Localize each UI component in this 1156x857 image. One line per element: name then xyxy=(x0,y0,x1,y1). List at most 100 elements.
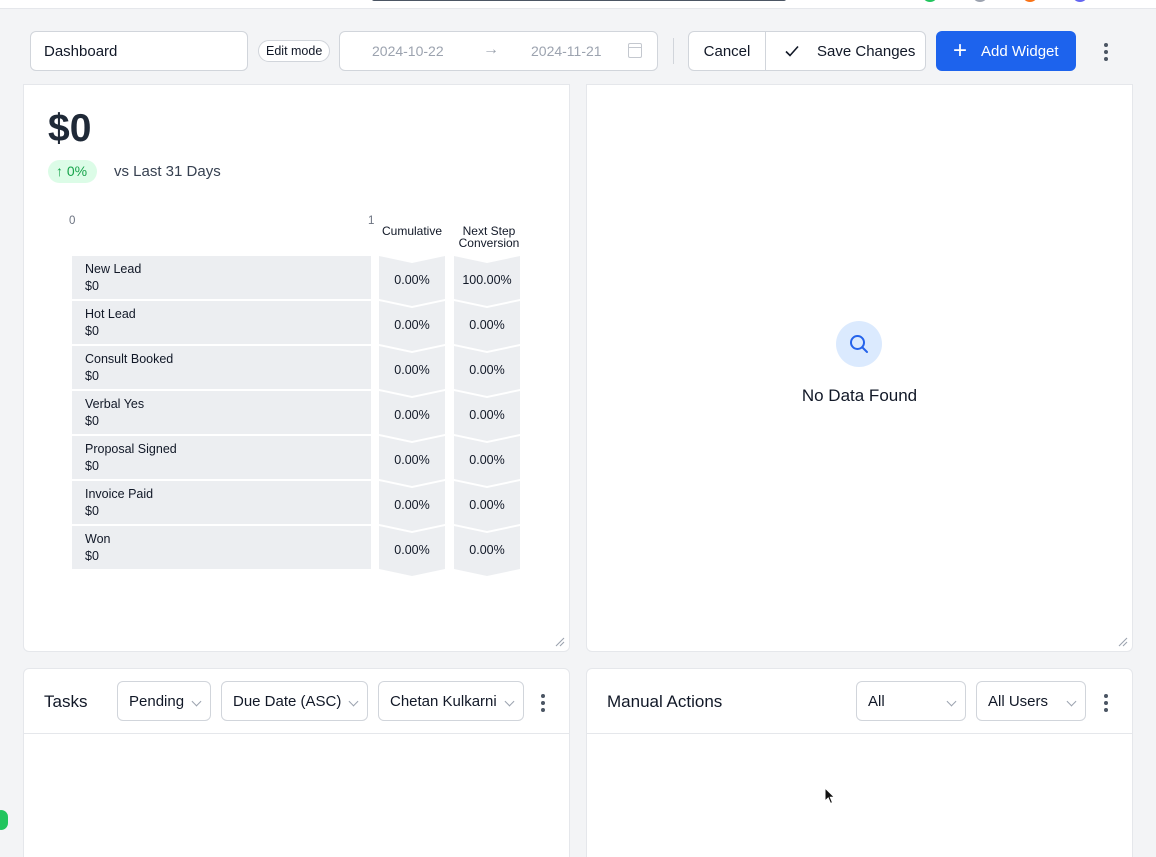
next-step-cell: 100.00% xyxy=(454,256,520,306)
chevron-shape xyxy=(379,301,445,351)
empty-widget[interactable]: No Data Found xyxy=(586,84,1133,652)
manual-actions-title: Manual Actions xyxy=(607,692,723,711)
calendar-icon[interactable] xyxy=(628,43,642,58)
resize-handle-icon[interactable] xyxy=(1118,637,1128,647)
cumulative-value: 0.00% xyxy=(394,453,430,467)
stage-name: Consult Booked xyxy=(85,352,174,366)
next-step-cell: 0.00% xyxy=(454,391,520,441)
search-icon xyxy=(836,321,882,367)
date-range-picker[interactable]: 2024-10-22 → 2024-11-21 xyxy=(339,31,658,71)
funnel-stage-row[interactable]: Proposal Signed $0 xyxy=(72,436,371,479)
next-step-header: Next Step Conversion xyxy=(452,225,526,249)
status-filter-value: Pending xyxy=(129,692,185,710)
cancel-button[interactable]: Cancel xyxy=(689,32,766,70)
next-step-value: 100.00% xyxy=(462,273,512,287)
cumulative-value: 0.00% xyxy=(394,408,430,422)
next-step-cell: 0.00% xyxy=(454,481,520,531)
cumulative-cell: 0.00% xyxy=(379,481,445,531)
chevron-down-icon xyxy=(504,696,515,707)
cumulative-cell: 0.00% xyxy=(379,436,445,486)
type-filter-select[interactable]: All xyxy=(856,681,966,721)
mouse-cursor-icon xyxy=(824,787,836,805)
stage-value: $0 xyxy=(85,459,99,473)
users-filter-value: All Users xyxy=(988,692,1049,710)
tasks-title: Tasks xyxy=(44,692,88,711)
cumulative-value: 0.00% xyxy=(394,498,430,512)
arrow-up-icon: ↑ xyxy=(56,163,63,179)
status-filter-select[interactable]: Pending xyxy=(117,681,211,721)
date-start[interactable]: 2024-10-22 xyxy=(372,43,444,59)
edit-mode-badge: Edit mode xyxy=(258,40,331,62)
users-filter-select[interactable]: All Users xyxy=(976,681,1086,721)
funnel-stage-row[interactable]: Consult Booked $0 xyxy=(72,346,371,389)
edit-actions-group: Cancel Save Changes xyxy=(688,31,926,71)
next-step-value: 0.00% xyxy=(469,498,505,512)
next-step-cell: 0.00% xyxy=(454,301,520,351)
axis-min-label: 0 xyxy=(69,215,76,227)
stage-name: New Lead xyxy=(85,262,142,276)
dashboard-name-input[interactable] xyxy=(30,31,248,71)
axis-max-label: 1 xyxy=(368,215,375,227)
avatar-gray[interactable] xyxy=(972,0,988,2)
funnel-stage-row[interactable]: Invoice Paid $0 xyxy=(72,481,371,524)
comparison-text: vs Last 31 Days xyxy=(114,163,221,180)
type-filter-value: All xyxy=(868,692,885,710)
resize-handle-icon[interactable] xyxy=(555,637,565,647)
browser-top-strip xyxy=(0,0,1156,9)
chevron-down-icon xyxy=(348,696,359,707)
chevron-shape xyxy=(379,391,445,441)
chevron-shape xyxy=(454,391,520,441)
funnel-widget[interactable]: $0 ↑ 0% vs Last 31 Days 0 1 Cumulative N… xyxy=(23,84,570,652)
check-icon xyxy=(785,45,799,57)
add-widget-button[interactable]: + Add Widget xyxy=(936,31,1076,71)
funnel-stage-row[interactable]: Hot Lead $0 xyxy=(72,301,371,344)
funnel-total-value: $0 xyxy=(48,107,92,150)
sort-filter-value: Due Date (ASC) xyxy=(233,692,342,710)
manual-actions-more-options-icon[interactable] xyxy=(1104,694,1108,715)
stage-name: Verbal Yes xyxy=(85,397,145,411)
toolbar-divider xyxy=(673,38,674,64)
date-end[interactable]: 2024-11-21 xyxy=(531,43,602,59)
stage-value: $0 xyxy=(85,279,99,293)
chevron-shape xyxy=(379,436,445,486)
chevron-shape xyxy=(379,256,445,306)
avatar-indigo[interactable] xyxy=(1072,0,1088,2)
tasks-widget[interactable]: Tasks Pending Due Date (ASC) Chetan Kulk… xyxy=(23,668,570,857)
cumulative-cell: 0.00% xyxy=(379,526,445,576)
dashboard-toolbar: Edit mode 2024-10-22 → 2024-11-21 Cancel… xyxy=(0,9,1156,84)
stage-name: Won xyxy=(85,532,111,546)
stage-name: Hot Lead xyxy=(85,307,136,321)
tasks-more-options-icon[interactable] xyxy=(541,694,545,715)
plus-icon: + xyxy=(953,37,968,64)
manual-actions-widget[interactable]: Manual Actions All All Users xyxy=(586,668,1133,857)
card-divider xyxy=(587,733,1132,734)
chevron-shape xyxy=(454,346,520,396)
chevron-shape xyxy=(454,301,520,351)
chevron-shape xyxy=(454,481,520,531)
chat-widget-icon[interactable] xyxy=(0,810,8,830)
chevron-shape xyxy=(379,346,445,396)
chevron-shape xyxy=(454,436,520,486)
change-badge: ↑ 0% xyxy=(48,160,98,183)
next-step-value: 0.00% xyxy=(469,363,505,377)
stage-value: $0 xyxy=(85,504,99,518)
sort-filter-select[interactable]: Due Date (ASC) xyxy=(221,681,368,721)
next-step-cell: 0.00% xyxy=(454,436,520,486)
funnel-stage-row[interactable]: New Lead $0 xyxy=(72,256,371,299)
next-step-header-line1: Next Step xyxy=(462,224,516,238)
avatar-orange[interactable] xyxy=(1022,0,1038,2)
funnel-stage-row[interactable]: Won $0 xyxy=(72,526,371,569)
chevron-down-icon xyxy=(191,696,202,707)
stage-name: Proposal Signed xyxy=(85,442,177,456)
avatar-green[interactable] xyxy=(922,0,938,2)
funnel-stage-row[interactable]: Verbal Yes $0 xyxy=(72,391,371,434)
stage-name: Invoice Paid xyxy=(85,487,154,501)
cumulative-cell: 0.00% xyxy=(379,301,445,351)
save-changes-button[interactable]: Save Changes xyxy=(766,32,925,70)
chevron-shape xyxy=(454,526,520,576)
more-options-icon[interactable] xyxy=(1104,43,1108,64)
cumulative-value: 0.00% xyxy=(394,363,430,377)
user-filter-select[interactable]: Chetan Kulkarni xyxy=(378,681,524,721)
cumulative-header: Cumulative xyxy=(381,224,443,238)
card-divider xyxy=(24,733,569,734)
